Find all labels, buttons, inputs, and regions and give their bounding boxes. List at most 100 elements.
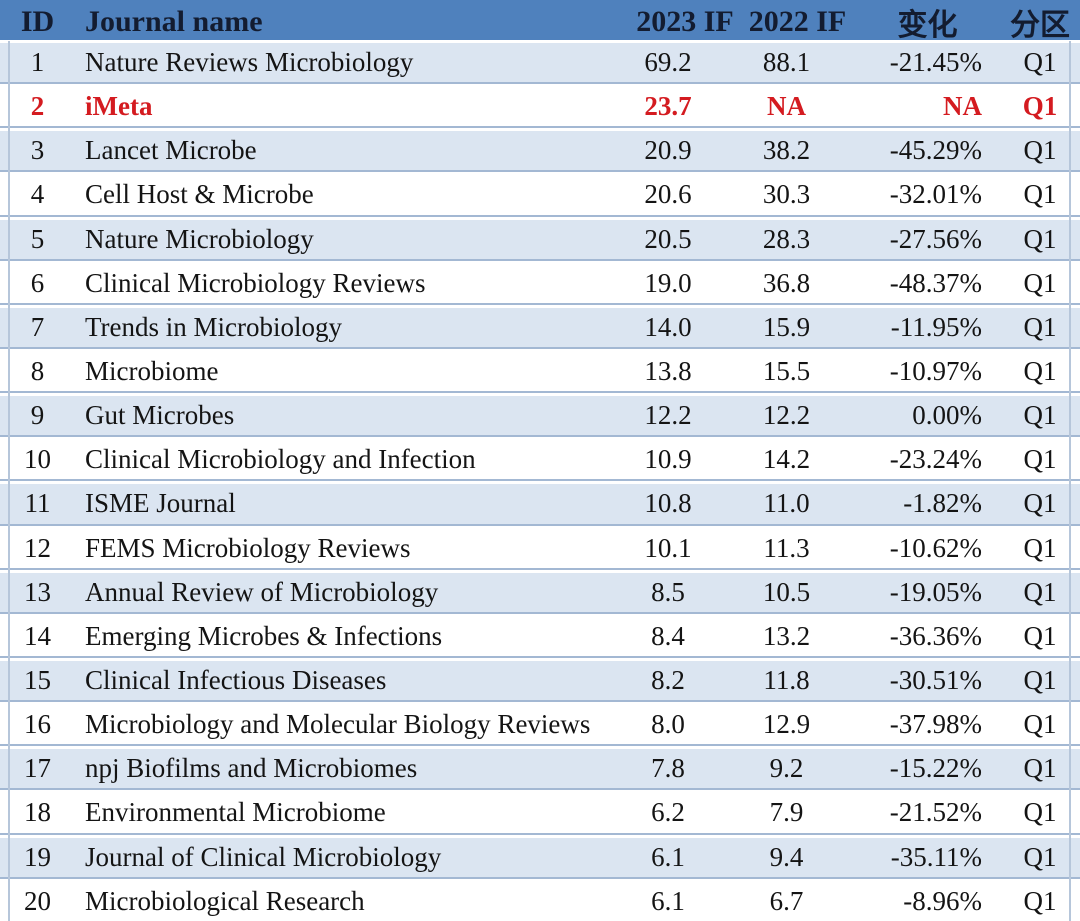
journal-id-cell: 1 — [30, 47, 45, 78]
table-row: 6 Clinical Microbiology Reviews 19.0 36.… — [0, 263, 1080, 305]
journal-quartile-cell: Q1 — [1023, 797, 1057, 828]
col-header-quartile: 分区 — [1010, 9, 1070, 42]
journal-id-cell: 6 — [30, 267, 45, 298]
journal-id-cell: 8 — [30, 356, 45, 387]
journal-change-cell: -35.11% — [890, 841, 982, 872]
journal-change-cell: -10.62% — [889, 532, 982, 563]
journal-2023-if-cell: 6.1 — [651, 841, 685, 872]
journal-change-cell: -19.05% — [889, 576, 982, 607]
table-row: 5 Nature Microbiology 20.5 28.3 -27.56% … — [0, 219, 1080, 261]
journal-quartile-cell: Q1 — [1023, 665, 1057, 696]
table-row: 4 Cell Host & Microbe 20.6 30.3 -32.01% … — [0, 175, 1080, 217]
journal-name-cell: ISME Journal — [85, 488, 236, 519]
journal-2022-if-cell: 15.9 — [762, 311, 811, 342]
journal-name-cell: FEMS Microbiology Reviews — [85, 532, 411, 563]
journal-quartile-cell: Q1 — [1023, 311, 1057, 342]
journal-change-cell: -36.36% — [889, 620, 982, 651]
journal-2023-if-cell: 10.9 — [644, 444, 692, 475]
journal-quartile-cell: Q1 — [1023, 488, 1057, 519]
journal-change-cell: -23.24% — [889, 444, 982, 475]
journal-2022-if-cell: 11.0 — [763, 488, 810, 519]
journal-change-cell: -15.22% — [889, 753, 982, 784]
journal-change-cell: 0.00% — [912, 400, 982, 431]
journal-2022-if-cell: NA — [767, 91, 806, 122]
journal-id-cell: 2 — [30, 91, 45, 122]
journal-name-cell: Emerging Microbes & Infections — [85, 620, 443, 651]
journal-id-cell: 7 — [30, 311, 45, 342]
journal-id-cell: 9 — [30, 400, 45, 431]
journal-2023-if-cell: 69.2 — [644, 47, 692, 78]
journal-id-cell: 4 — [30, 179, 45, 210]
journal-change-cell: -45.29% — [889, 135, 982, 166]
table-row: 11 ISME Journal 10.8 11.0 -1.82% Q1 — [0, 484, 1080, 526]
journal-2023-if-cell: 12.2 — [644, 400, 692, 431]
journal-2022-if-cell: 11.3 — [763, 532, 810, 563]
journal-2022-if-cell: 15.5 — [762, 356, 811, 387]
journal-change-cell: -21.52% — [889, 797, 982, 828]
table-row: 16 Microbiology and Molecular Biology Re… — [0, 705, 1080, 747]
col-header-2022-if: 2022 IF — [748, 5, 847, 38]
journal-2023-if-cell: 20.9 — [644, 135, 692, 166]
journal-name-cell: Lancet Microbe — [85, 135, 257, 166]
journal-change-cell: NA — [943, 91, 982, 122]
journal-quartile-cell: Q1 — [1023, 885, 1057, 916]
table-body: 1 Nature Reviews Microbiology 69.2 88.1 … — [0, 43, 1080, 921]
journal-2022-if-cell: 38.2 — [762, 135, 811, 166]
table-row: 1 Nature Reviews Microbiology 69.2 88.1 … — [0, 43, 1080, 85]
col-header-id: ID — [20, 5, 55, 38]
journal-quartile-cell: Q1 — [1023, 620, 1057, 651]
table-row: 10 Clinical Microbiology and Infection 1… — [0, 440, 1080, 482]
journal-name-cell: Clinical Infectious Diseases — [85, 664, 387, 695]
journal-2023-if-cell: 10.8 — [644, 488, 692, 519]
journal-quartile-cell: Q1 — [1023, 576, 1057, 607]
journal-name-cell: Annual Review of Microbiology — [85, 576, 439, 607]
table-row: 17 npj Biofilms and Microbiomes 7.8 9.2 … — [0, 749, 1080, 791]
journal-name-cell: Clinical Microbiology and Infection — [85, 444, 476, 475]
journal-quartile-cell: Q1 — [1022, 91, 1058, 122]
journal-2022-if-cell: 88.1 — [762, 47, 811, 78]
journal-name-cell: Microbiome — [85, 355, 219, 386]
journal-2023-if-cell: 6.1 — [651, 885, 685, 916]
journal-quartile-cell: Q1 — [1023, 841, 1057, 872]
journal-change-cell: -10.97% — [889, 356, 982, 387]
journal-quartile-cell: Q1 — [1023, 47, 1057, 78]
table-row: 8 Microbiome 13.8 15.5 -10.97% Q1 — [0, 351, 1080, 394]
journal-2022-if-cell: 11.8 — [763, 665, 810, 696]
journal-name-cell: Trends in Microbiology — [85, 311, 343, 342]
table-row: 12 FEMS Microbiology Reviews 10.1 11.3 -… — [0, 528, 1080, 570]
journal-2022-if-cell: 14.2 — [762, 444, 811, 475]
journal-name-cell: Environmental Microbiome — [85, 797, 386, 828]
table-row: 2 iMeta 23.7 NA NA Q1 — [0, 87, 1080, 129]
table-row: 14 Emerging Microbes & Infections 8.4 13… — [0, 616, 1080, 658]
journal-2023-if-cell: 8.4 — [651, 620, 685, 651]
journal-name-cell: Microbiological Research — [85, 885, 365, 916]
col-header-change: 变化 — [897, 9, 958, 42]
journal-id-cell: 20 — [24, 885, 51, 916]
journal-2023-if-cell: 8.5 — [651, 576, 685, 607]
journal-name-cell: Gut Microbes — [85, 400, 235, 431]
journal-2023-if-cell: 20.5 — [644, 223, 692, 254]
journal-2022-if-cell: 6.7 — [769, 885, 804, 916]
journal-quartile-cell: Q1 — [1023, 267, 1057, 298]
journal-quartile-cell: Q1 — [1023, 709, 1057, 740]
journal-change-cell: -32.01% — [889, 179, 982, 210]
journal-2023-if-cell: 19.0 — [644, 267, 692, 298]
journal-id-cell: 13 — [24, 576, 51, 607]
journal-2023-if-cell: 20.6 — [644, 179, 692, 210]
journal-quartile-cell: Q1 — [1023, 179, 1057, 210]
table-row: 15 Clinical Infectious Diseases 8.2 11.8… — [0, 660, 1080, 703]
journal-2022-if-cell: 12.2 — [762, 400, 811, 431]
journal-2023-if-cell: 8.2 — [651, 665, 685, 696]
journal-change-cell: -11.95% — [890, 311, 982, 342]
journal-id-cell: 12 — [24, 532, 51, 563]
table-row: 13 Annual Review of Microbiology 8.5 10.… — [0, 572, 1080, 614]
journal-2023-if-cell: 8.0 — [651, 709, 685, 740]
journal-2022-if-cell: 12.9 — [762, 709, 811, 740]
journal-change-cell: -8.96% — [903, 885, 982, 916]
table-row: 19 Journal of Clinical Microbiology 6.1 … — [0, 837, 1080, 879]
journal-2022-if-cell: 30.3 — [762, 179, 811, 210]
journal-id-cell: 16 — [24, 709, 51, 740]
col-header-2023-if: 2023 IF — [636, 5, 734, 38]
journal-2023-if-cell: 14.0 — [644, 311, 692, 342]
